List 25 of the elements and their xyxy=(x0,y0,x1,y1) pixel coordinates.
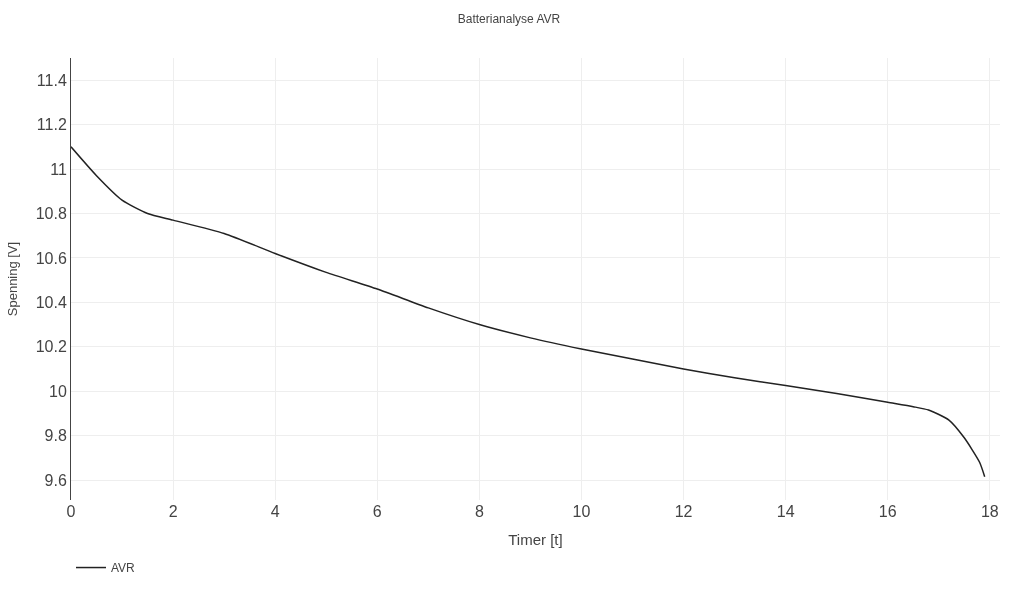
y-tick-label: 11.4 xyxy=(36,71,67,89)
x-tick-label: 18 xyxy=(980,503,999,520)
y-axis-title: Spenning [V] xyxy=(4,241,20,317)
x-tick-label: 0 xyxy=(66,503,76,520)
x-tick-label: 2 xyxy=(168,503,178,520)
y-tick-label: 9.8 xyxy=(44,427,67,445)
y-tick-label: 10 xyxy=(49,382,67,400)
line-series xyxy=(71,146,986,478)
y-tick-label: 11 xyxy=(50,160,67,178)
y-tick-label: 10.8 xyxy=(35,205,67,223)
x-tick-label: 6 xyxy=(372,503,382,520)
x-tick-label: 8 xyxy=(474,503,484,520)
x-tick-label: 4 xyxy=(270,503,280,520)
x-tick-label: 14 xyxy=(776,503,795,520)
x-axis-title: Timer [t] xyxy=(508,531,563,548)
y-tick-label: 11.2 xyxy=(36,116,67,134)
y-tick-label: 10.4 xyxy=(35,293,67,311)
x-tick-label: 10 xyxy=(572,503,591,520)
x-tick-label: 16 xyxy=(878,503,897,520)
y-tick-label: 10.2 xyxy=(35,338,67,356)
chart-title: Batterianalyse AVR xyxy=(457,12,561,27)
x-tick-label: 12 xyxy=(674,503,693,520)
y-tick-label: 9.6 xyxy=(44,471,67,489)
y-tick-label: 10.6 xyxy=(35,249,67,267)
legend-label: AVR xyxy=(111,561,136,576)
